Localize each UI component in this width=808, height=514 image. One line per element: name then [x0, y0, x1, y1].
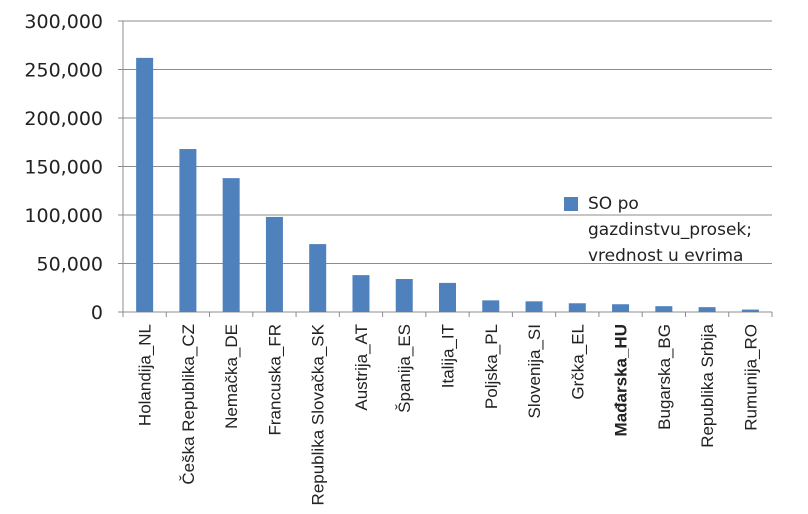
x-tick-label: Italija_IT — [439, 324, 458, 388]
bar — [612, 304, 630, 312]
x-tick-label: Mađarska_HU — [612, 324, 631, 436]
x-tick-label: Grčka_EL — [568, 324, 587, 400]
legend-label-line-3: vrednost u evrima — [588, 246, 743, 266]
bar — [439, 282, 456, 312]
x-tick-label: Češka Republika_CZ — [179, 324, 198, 485]
y-tick-label: 150,000 — [24, 157, 103, 179]
bar — [265, 216, 283, 312]
y-tick-label: 50,000 — [37, 254, 103, 276]
x-axis-tick-labels: Holandija_NL Češka Republika_CZ Nemačka_DE… — [136, 323, 761, 505]
y-tick-label: 300,000 — [24, 11, 103, 33]
x-tick-label: Poljska_PL — [482, 324, 501, 409]
bar — [741, 309, 759, 312]
bar — [525, 301, 543, 312]
bar — [352, 275, 370, 312]
y-tick-label: 0 — [91, 302, 103, 324]
axes — [118, 20, 773, 317]
bar — [655, 306, 673, 312]
bar — [482, 300, 500, 312]
legend-label-line-1: SO po — [588, 194, 639, 214]
x-tick-label: Austrija_AT — [352, 324, 371, 411]
bar — [222, 178, 240, 312]
y-axis-tick-labels: 0 50,000 100,000 150,000 200,000 250,000 300,0… — [24, 11, 103, 324]
y-tick-label: 200,000 — [24, 108, 103, 130]
bars — [136, 57, 759, 312]
legend-swatch — [564, 197, 578, 211]
bar — [179, 149, 197, 312]
x-tick-label: Republika Slovačka_SK — [309, 323, 328, 505]
legend-label-line-2: gazdinstvu_prosek; — [588, 220, 752, 240]
legend: SO po gazdinstvu_prosek; vrednost u evri… — [564, 194, 752, 266]
x-tick-label: Slovenija_SI — [525, 324, 544, 419]
x-tick-label: Nemačka_DE — [222, 324, 241, 429]
bar — [395, 279, 413, 312]
y-tick-label: 250,000 — [24, 60, 103, 82]
bar — [698, 307, 716, 312]
x-tick-label: Francuska_FR — [265, 324, 284, 435]
bar — [309, 244, 327, 312]
x-tick-label: Republika Srbija — [698, 323, 717, 447]
x-tick-label: Bugarska_BG — [655, 324, 674, 430]
x-tick-label: Španija_ES — [395, 324, 414, 413]
y-tick-label: 100,000 — [24, 205, 103, 227]
x-tick-label: Rumunija_RO — [741, 324, 760, 431]
bar — [136, 57, 154, 312]
x-tick-label: Holandija_NL — [136, 324, 155, 426]
bar — [568, 303, 586, 312]
